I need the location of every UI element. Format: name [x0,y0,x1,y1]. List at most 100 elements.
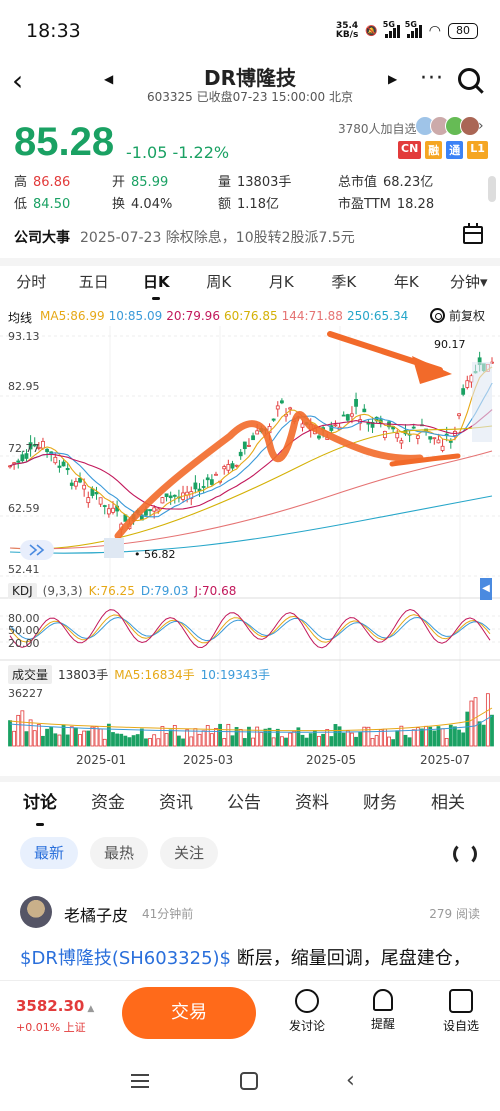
kdj-line [9,608,491,649]
refresh-icon[interactable] [453,842,477,866]
tab-content[interactable]: 财务 [363,793,397,813]
candle [82,484,87,490]
home-icon[interactable] [240,1072,258,1090]
sort-pill[interactable]: 最热 [90,837,149,869]
more-icon[interactable]: ··· [420,66,444,91]
discuss-button[interactable]: 发讨论 [272,989,342,1034]
volume-max: 36227 [8,687,43,700]
volume-bar [226,723,231,747]
volume-bar [189,736,194,747]
content-tabs: 讨论 资金 资讯 公告 资料 财务 相关 [0,790,500,830]
kdj-level-80: 80.00 [8,612,40,625]
network-speed: 35.4 KB/s [335,21,359,40]
volume-bar [247,726,251,747]
quote-field: 低 84.50 [14,197,71,212]
volume-bar [32,730,37,747]
candle [461,388,466,395]
volume-bar [263,728,268,747]
kline-chart[interactable] [0,326,500,756]
ma-label[interactable]: 均线 [8,311,33,325]
candle [106,508,111,515]
candle [193,482,198,490]
next-stock-icon[interactable]: ▶ [388,72,398,86]
ma-value: 144:71.88 [281,309,343,323]
remind-button[interactable]: 提醒 [348,989,418,1032]
ma-line [9,409,493,510]
tab-content[interactable]: 资讯 [159,793,193,813]
volume-bar [251,737,255,747]
tab-content[interactable]: 相关 [431,793,465,813]
tab-content[interactable]: 公告 [227,793,261,813]
avatar[interactable] [20,896,52,928]
volume-bar [255,726,260,747]
volume-bar [74,727,78,747]
index-value[interactable]: 3582.30 ▲ [16,997,95,1015]
volume-bar [350,732,354,747]
add-watchlist-button[interactable]: 设自选 [426,989,496,1034]
company-events[interactable]: 公司大事 2025-07-23 除权除息，10股转2股派7.5元 [14,230,355,246]
volume-bar [271,737,276,747]
candle [345,414,350,421]
badge-L1[interactable]: L1 [467,141,488,159]
quote-field: 总市值 68.23亿 [338,175,434,190]
post-author[interactable]: 老橘子皮 [64,906,129,925]
sort-pill[interactable]: 关注 [160,837,219,869]
candle [255,430,260,435]
candle [148,509,152,512]
tab-content[interactable]: 资料 [295,793,329,813]
candle [350,413,354,417]
volume-bar [78,734,82,747]
tab-period[interactable]: 周K [206,273,232,291]
candle [222,466,227,470]
tab-period[interactable]: 年K [393,273,419,291]
candle [28,442,33,450]
prev-stock-icon[interactable]: ◀ [104,72,114,86]
post-text[interactable]: $DR博隆技(SH603325)$ 断层，缩量回调，尾盘建仓， [20,948,471,969]
badge-CN[interactable]: CN [398,141,422,159]
sort-pill[interactable]: 最新 [20,837,79,869]
kdj-line [9,614,491,644]
candle [65,468,70,471]
candle [102,505,107,507]
tab-period[interactable]: 季K [331,273,357,291]
badge-融[interactable]: 融 [425,141,443,159]
volume-bar [20,710,25,747]
volume-bar [90,726,95,747]
volume-bar [164,733,169,747]
back-arrow-icon[interactable]: ‹ [12,64,24,97]
followers-count[interactable]: 3780人加自选 [338,122,417,136]
candle [354,398,358,407]
trade-button[interactable]: 交易 [122,987,256,1039]
badge-通[interactable]: 通 [446,141,464,159]
candle [317,435,321,439]
tab-period[interactable]: 分时 [16,273,47,291]
tab-period[interactable]: 月K [268,273,294,291]
chevron-right-icon[interactable]: › [478,118,484,134]
tab-period[interactable]: 日K [125,270,188,300]
back-icon[interactable]: ‹ [346,1068,355,1093]
y-label-min: 52.41 [8,563,40,576]
tab-period[interactable]: 五日 [78,273,109,291]
stock-tag-link[interactable]: $DR博隆技(SH603325)$ [20,948,231,969]
volume-bar [181,738,185,747]
adjust-toggle[interactable]: 前复权 [430,307,485,324]
calendar-icon[interactable] [463,223,483,244]
settings-icon[interactable] [430,308,445,323]
stock-header: ‹ ◀ DR博隆技 603325 已收盘07-23 15:00:00 北京 ▶ … [0,60,500,106]
index-change: +0.01% 上证 [16,1021,86,1034]
follower-avatars[interactable] [415,116,480,136]
search-icon[interactable] [458,68,480,90]
volume-bar [259,732,264,747]
date-label: 2025-03 [183,753,234,767]
candle [197,488,202,492]
tab-content[interactable]: 资金 [91,793,125,813]
volume-bar [49,726,54,747]
menu-icon[interactable] [131,1074,149,1088]
candle [98,497,103,505]
side-drawer-handle[interactable] [488,176,496,202]
tab-period[interactable]: 分钟▾ [449,273,488,291]
panel-toggle-icon[interactable]: ◀ [480,578,492,600]
candle [238,451,243,457]
candle [448,440,453,443]
tab-content[interactable]: 讨论 [6,790,74,830]
